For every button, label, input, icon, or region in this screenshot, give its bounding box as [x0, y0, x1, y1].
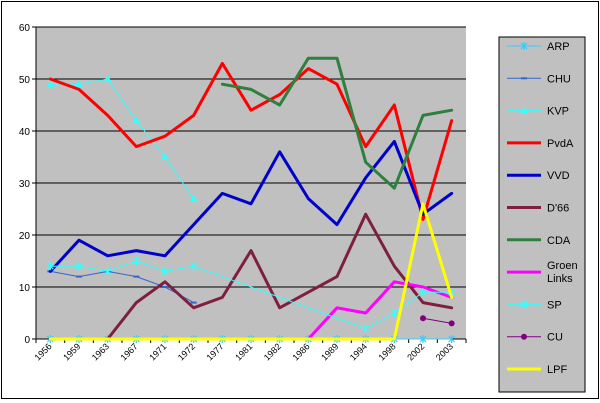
legend-entry-kvp: KVP [507, 106, 569, 118]
x-tick-label: 1982 [262, 341, 283, 362]
data-point-sp [362, 324, 370, 333]
legend-label: KVP [547, 106, 569, 118]
x-tick-label: 2003 [434, 341, 455, 362]
series-cu [420, 315, 455, 327]
legend-entry-sp: SP [507, 299, 562, 311]
data-point-sp [190, 262, 198, 271]
x-tick-label: 1989 [319, 341, 340, 362]
data-point-sp [161, 267, 169, 276]
legend-entry-arp: ARP [507, 41, 570, 53]
series-line-groen-links [306, 280, 454, 341]
data-point-sp [75, 262, 83, 271]
x-tick-label: 1994 [348, 341, 369, 362]
data-point-kvp [46, 80, 55, 88]
legend-label: CDA [547, 235, 571, 247]
x-tick-label: 1963 [90, 341, 111, 362]
series-line-pvda [48, 61, 454, 221]
series-line-cda [220, 56, 454, 190]
legend-label: PvdA [547, 138, 574, 150]
legend-label: ARP [547, 41, 570, 53]
x-tick-label: 1972 [176, 341, 197, 362]
series-line-cu [422, 317, 453, 324]
data-point-cu [448, 320, 455, 327]
series-kvp [46, 75, 198, 202]
legend-entry-cu: CU [507, 332, 563, 344]
y-tick-label: 10 [19, 283, 31, 294]
data-point-kvp [103, 75, 112, 82]
legend-marker [521, 333, 527, 340]
data-point-kvp [189, 194, 198, 202]
data-point-sp [46, 262, 54, 271]
data-point-kvp [161, 153, 169, 160]
series-layer [46, 56, 456, 343]
x-tick-label: 2002 [405, 341, 426, 362]
legend-label: CHU [547, 73, 571, 85]
legend-label: Groen [547, 260, 578, 272]
legend-entry-pvda: PvdA [507, 138, 574, 150]
series-sp [46, 257, 456, 333]
legend-label: LPF [547, 364, 567, 376]
data-point-kvp [75, 80, 83, 88]
x-tick-label: 1959 [61, 341, 82, 362]
legend-label: VVD [547, 170, 570, 182]
series-line-lpf [48, 202, 454, 341]
data-point-sp [390, 309, 398, 317]
legend-marker [520, 300, 528, 309]
y-tick-label: 40 [19, 127, 31, 138]
y-tick-label: 50 [19, 75, 31, 86]
legend-entry-chu: CHU [507, 73, 571, 85]
series-line-sp [49, 260, 453, 330]
y-axis: 0 10 20 30 40 50 60 [19, 23, 37, 346]
series-line-vvd [48, 139, 454, 273]
y-tick-label: 60 [19, 23, 31, 34]
data-point-arp [448, 335, 456, 343]
x-tick-label: 1981 [233, 341, 254, 362]
series-cda [220, 56, 454, 190]
series-line-chu [49, 270, 195, 304]
legend-label: D'66 [547, 203, 569, 215]
series-vvd [48, 139, 454, 273]
series-lpf [48, 202, 454, 341]
legend-marker [520, 42, 528, 50]
y-tick-label: 20 [19, 231, 31, 242]
legend-label: SP [547, 299, 562, 311]
series-groen-links [306, 280, 454, 341]
x-tick-label: 1998 [377, 341, 398, 362]
x-axis: 1956 1959 1963 1967 1971 1972 1977 1981 1982 1986… [33, 338, 467, 363]
legend-entry-d-66: D'66 [507, 203, 569, 215]
x-tick-label: 1956 [33, 341, 54, 362]
x-tick-label: 1967 [119, 341, 140, 362]
series-pvda [48, 61, 454, 221]
y-tick-label: 30 [19, 179, 31, 190]
data-point-sp [132, 257, 140, 265]
legend-label: CU [547, 332, 563, 344]
data-point-sp [104, 267, 112, 276]
legend-entry-vvd: VVD [507, 170, 570, 182]
x-tick-label: 1986 [291, 341, 312, 362]
series-d-66 [106, 212, 454, 341]
data-point-arp [419, 335, 427, 343]
legend-entry-cda: CDA [507, 235, 571, 247]
data-point-kvp [132, 116, 141, 124]
legend-marker [520, 106, 528, 114]
series-line-kvp [49, 78, 195, 200]
legend-label: Links [547, 273, 573, 285]
x-tick-label: 1977 [205, 341, 226, 362]
data-point-sp [419, 288, 427, 297]
legend-entry-lpf: LPF [507, 364, 567, 376]
series-line-d-66 [106, 212, 454, 341]
legend-box [498, 36, 586, 393]
data-point-cu [420, 315, 426, 322]
x-tick-label: 1971 [147, 341, 168, 362]
y-tick-label: 0 [24, 335, 30, 346]
grid [36, 26, 466, 288]
